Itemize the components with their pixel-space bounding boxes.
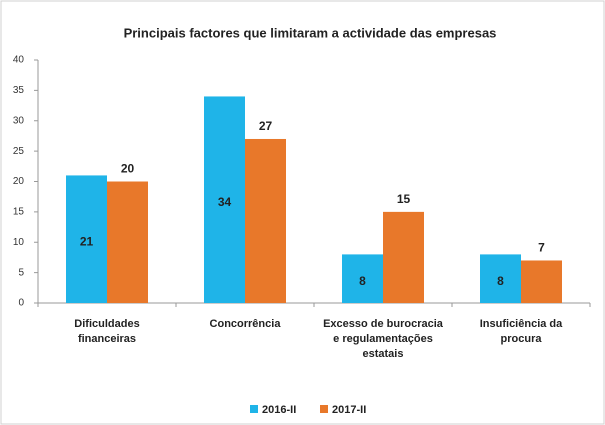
data-label: 8 (497, 274, 504, 288)
bar (245, 138, 286, 303)
x-tick-label: Concorrência (209, 318, 281, 330)
y-tick-label: 5 (18, 267, 24, 278)
x-tick-label: Insuficiência da procura (479, 318, 563, 345)
data-label: 21 (80, 234, 94, 248)
legend-swatch (320, 405, 328, 413)
bar (107, 181, 148, 303)
data-label: 34 (218, 195, 232, 209)
chart-title: Principais factores que limitaram a acti… (124, 25, 497, 40)
data-label: 27 (259, 119, 273, 133)
y-tick-label: 40 (13, 55, 25, 66)
bar (342, 254, 383, 303)
y-tick-label: 25 (13, 146, 25, 157)
legend-swatch (250, 405, 258, 413)
data-label: 8 (359, 274, 366, 288)
y-tick-label: 10 (13, 237, 25, 248)
data-label: 20 (121, 162, 135, 176)
bar (521, 260, 562, 303)
y-tick-label: 35 (13, 85, 25, 96)
y-tick-label: 30 (13, 115, 25, 126)
y-tick-label: 0 (18, 298, 24, 309)
x-tick-label: Dificuldades financeiras (74, 318, 140, 345)
x-tick-label: Excesso de burocracia e regulamentações … (323, 318, 443, 360)
legend-label: 2017-II (332, 404, 366, 416)
y-tick-label: 15 (13, 207, 25, 218)
y-tick-label: 20 (13, 176, 25, 187)
bar (383, 211, 424, 303)
data-label: 7 (538, 241, 545, 255)
legend-label: 2016-II (262, 404, 296, 416)
bar (66, 175, 107, 303)
bar (204, 96, 245, 303)
data-label: 15 (397, 192, 411, 206)
bar (480, 254, 521, 303)
